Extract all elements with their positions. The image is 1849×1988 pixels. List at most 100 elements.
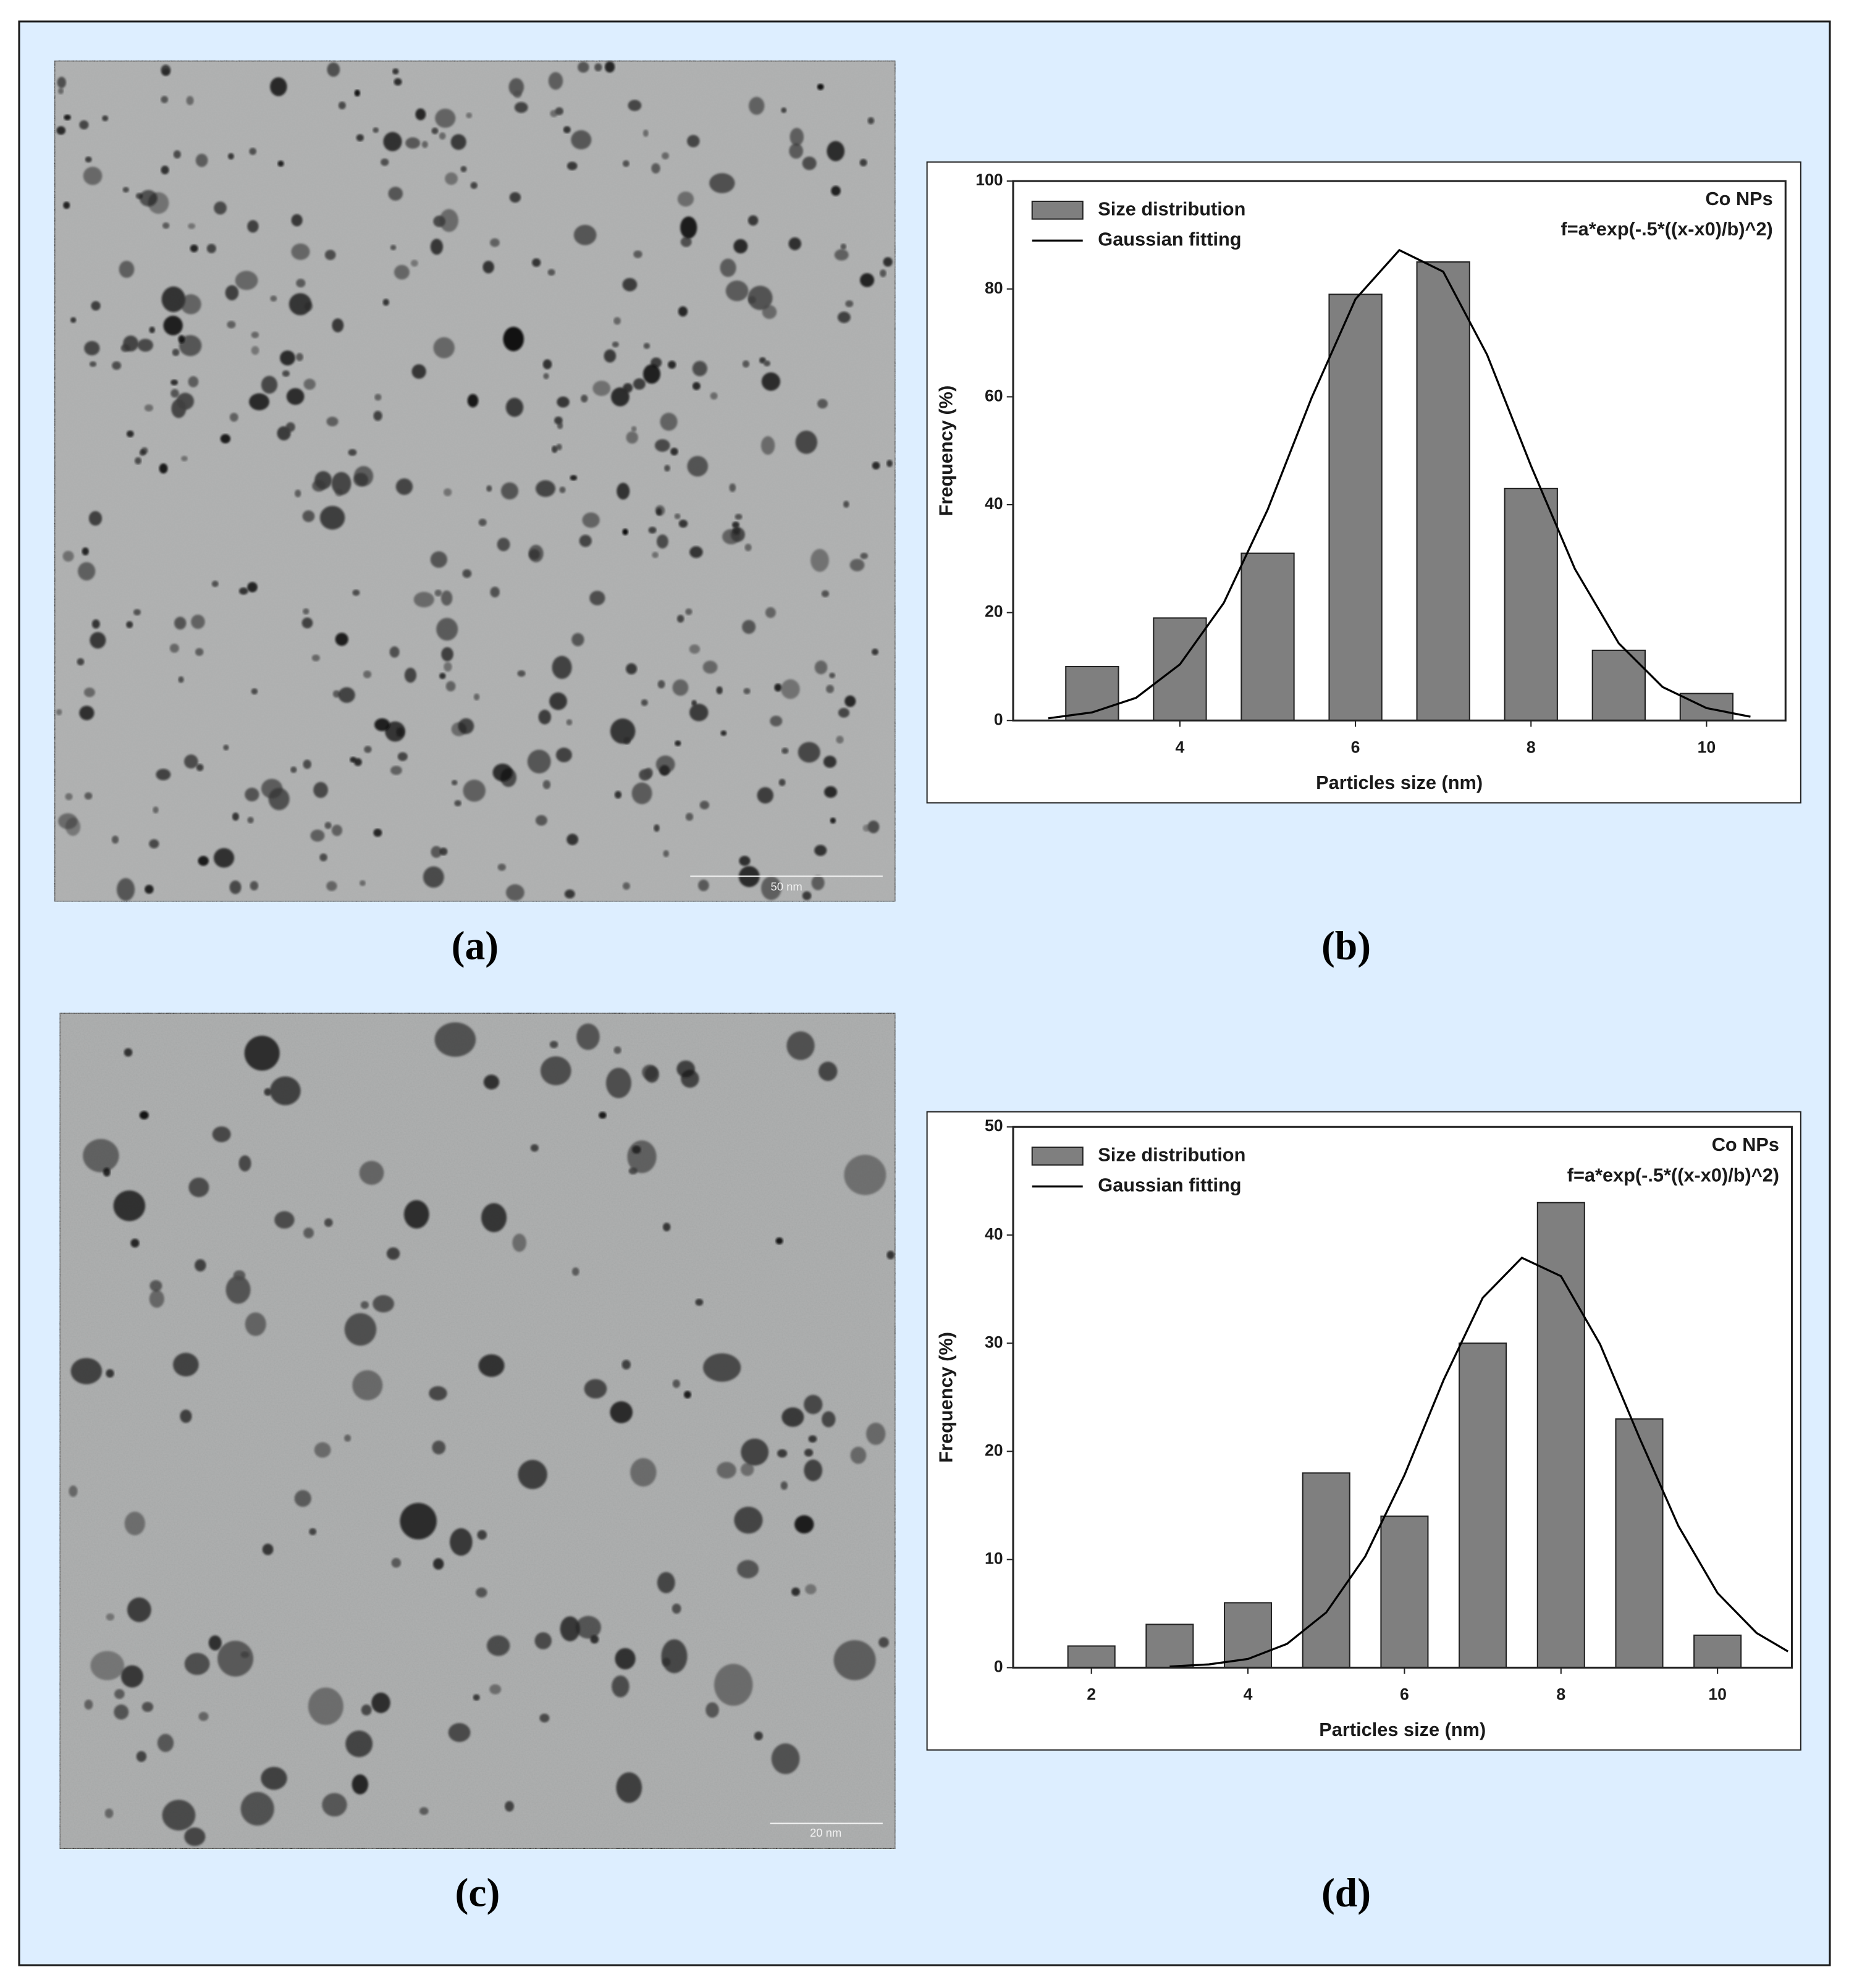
particle [605, 1068, 631, 1098]
particle [57, 88, 64, 95]
particle [470, 182, 478, 189]
particle [227, 321, 236, 329]
particle [549, 1040, 558, 1048]
chart: 0 20 40 60 80 100 4 6 8 10 Size distribution Gaussi… [926, 161, 1801, 804]
particle [811, 549, 829, 572]
particle [450, 1528, 473, 1556]
tem-image [54, 60, 896, 903]
particle [615, 1648, 636, 1670]
particle [489, 1684, 502, 1695]
panel-label: (c) [455, 1871, 500, 1915]
particle [251, 346, 259, 355]
particle [460, 166, 467, 172]
particle [144, 404, 154, 412]
particle [149, 1290, 164, 1308]
particle [195, 1259, 206, 1272]
particle [757, 787, 773, 804]
particle [781, 748, 789, 754]
particle [326, 881, 337, 891]
particle [540, 1056, 571, 1085]
particle [312, 480, 326, 492]
legend-label: Size distribution [1098, 198, 1245, 219]
particle [880, 269, 887, 277]
particle [849, 558, 865, 571]
particle [670, 447, 678, 456]
particle [555, 748, 572, 762]
particle [837, 311, 851, 323]
particle [322, 1793, 347, 1817]
particle [802, 156, 817, 171]
particle [180, 294, 201, 314]
particle [126, 621, 133, 628]
particle [579, 534, 592, 547]
particle [720, 258, 736, 277]
particle [542, 359, 552, 369]
particle [581, 394, 588, 403]
x-tick-label: 10 [1698, 738, 1716, 756]
particle [664, 465, 670, 472]
particle [566, 719, 573, 726]
particle [122, 187, 129, 193]
particle [742, 360, 750, 368]
particle [571, 1267, 579, 1276]
particle [490, 586, 500, 598]
particle [206, 243, 216, 253]
particle [611, 387, 630, 406]
particle [445, 172, 458, 185]
y-tick-label: 50 [985, 1116, 1003, 1135]
particle [654, 439, 670, 452]
particle [434, 1022, 476, 1057]
particle [497, 863, 506, 871]
particle [764, 360, 770, 367]
particle [613, 317, 621, 325]
particle [363, 670, 372, 678]
particle [157, 1733, 174, 1752]
particle [361, 1704, 372, 1716]
bar [1416, 261, 1470, 722]
particle [274, 1211, 295, 1229]
particle [390, 765, 402, 775]
bar [1302, 1472, 1350, 1669]
particle [120, 344, 130, 352]
particle [770, 715, 783, 727]
particle [536, 480, 555, 497]
particle [444, 662, 452, 672]
y-axis-label: Frequency (%) [935, 385, 957, 516]
particle [429, 1386, 447, 1401]
particle [733, 526, 741, 535]
particle [171, 399, 187, 418]
particle [662, 1223, 671, 1232]
particle [169, 643, 179, 653]
particle [473, 693, 480, 701]
particle [486, 1635, 510, 1656]
particle [119, 261, 135, 278]
particle [188, 223, 196, 229]
particle [213, 848, 235, 868]
particle [622, 160, 630, 167]
particle [64, 114, 71, 120]
particle [103, 1168, 111, 1177]
particle [626, 431, 639, 444]
particle [120, 1665, 143, 1688]
particle [557, 422, 563, 429]
particle [490, 238, 500, 247]
particle [247, 817, 254, 823]
particle [114, 1689, 125, 1699]
particle [171, 389, 179, 398]
particle [761, 372, 781, 391]
particle [373, 828, 382, 837]
particle [822, 1411, 836, 1428]
particle [570, 474, 578, 481]
particle [473, 1694, 480, 1701]
particle [289, 293, 312, 316]
particle [262, 1543, 274, 1556]
particle [512, 1233, 526, 1252]
particle [56, 709, 62, 715]
particle [676, 615, 684, 623]
particle [77, 658, 85, 666]
particle [423, 866, 444, 888]
particle [386, 1247, 400, 1260]
particle [90, 631, 106, 649]
particle [294, 1489, 311, 1507]
particle [804, 1459, 823, 1481]
